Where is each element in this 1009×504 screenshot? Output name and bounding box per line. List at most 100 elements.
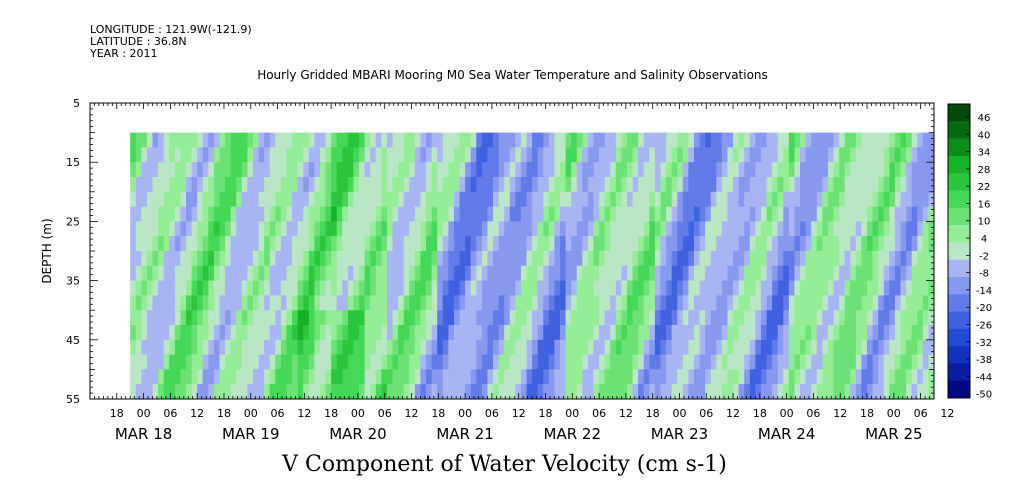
heatmap-cell bbox=[325, 132, 332, 148]
heatmap-cell bbox=[319, 339, 326, 355]
heatmap-cell bbox=[280, 265, 287, 281]
heatmap-cell bbox=[693, 354, 700, 370]
heatmap-cell bbox=[331, 295, 338, 311]
heatmap-cell bbox=[844, 369, 851, 385]
heatmap-cell bbox=[130, 162, 137, 178]
heatmap-cell bbox=[922, 265, 929, 281]
heatmap-cell bbox=[515, 191, 522, 207]
heatmap-cell bbox=[465, 191, 472, 207]
heatmap-cell bbox=[431, 295, 438, 311]
heatmap-cell bbox=[509, 354, 516, 370]
heatmap-cell bbox=[610, 369, 617, 385]
heatmap-cell bbox=[721, 147, 728, 163]
heatmap-cell bbox=[403, 147, 410, 163]
heatmap-cell bbox=[336, 206, 343, 222]
heatmap-cell bbox=[894, 191, 901, 207]
heatmap-cell bbox=[654, 325, 661, 341]
heatmap-cell bbox=[381, 191, 388, 207]
heatmap-cell bbox=[459, 280, 466, 296]
heatmap-cell bbox=[163, 295, 170, 311]
heatmap-cell bbox=[543, 251, 550, 267]
heatmap-cell bbox=[716, 295, 723, 311]
heatmap-cell bbox=[336, 325, 343, 341]
heatmap-cell bbox=[247, 280, 254, 296]
heatmap-cell bbox=[855, 325, 862, 341]
heatmap-cell bbox=[827, 162, 834, 178]
heatmap-cell bbox=[906, 339, 913, 355]
heatmap-cell bbox=[487, 384, 494, 399]
heatmap-cell bbox=[861, 325, 868, 341]
heatmap-cell bbox=[297, 265, 304, 281]
heatmap-cell bbox=[347, 369, 354, 385]
heatmap-cell bbox=[744, 206, 751, 222]
colorbar-label: -2 bbox=[979, 251, 989, 262]
heatmap-cell bbox=[414, 221, 421, 237]
heatmap-cell bbox=[359, 325, 366, 341]
heatmap-cell bbox=[442, 251, 449, 267]
heatmap-cell bbox=[331, 354, 338, 370]
heatmap-cell bbox=[520, 339, 527, 355]
heatmap-cell bbox=[582, 251, 589, 267]
heatmap-cell bbox=[532, 221, 539, 237]
heatmap-cell bbox=[571, 339, 578, 355]
heatmap-cell bbox=[292, 354, 299, 370]
heatmap-cell bbox=[414, 339, 421, 355]
heatmap-cell bbox=[331, 280, 338, 296]
heatmap-cell bbox=[359, 369, 366, 385]
heatmap-cell bbox=[749, 177, 756, 193]
heatmap-cell bbox=[599, 221, 606, 237]
heatmap-cell bbox=[660, 177, 667, 193]
heatmap-cell bbox=[844, 265, 851, 281]
heatmap-cell bbox=[548, 280, 555, 296]
heatmap-cell bbox=[766, 236, 773, 252]
heatmap-cell bbox=[347, 132, 354, 148]
heatmap-cell bbox=[833, 384, 840, 399]
heatmap-cell bbox=[280, 280, 287, 296]
heatmap-cell bbox=[744, 310, 751, 326]
heatmap-cell bbox=[839, 177, 846, 193]
heatmap-cell bbox=[777, 295, 784, 311]
heatmap-cell bbox=[186, 280, 192, 296]
x-date-label: MAR 23 bbox=[651, 425, 708, 443]
heatmap-cell bbox=[839, 295, 846, 311]
heatmap-cell bbox=[504, 221, 511, 237]
heatmap-cell bbox=[470, 251, 477, 267]
heatmap-cell bbox=[805, 191, 812, 207]
heatmap-cell bbox=[453, 162, 460, 178]
heatmap-cell bbox=[465, 147, 472, 163]
heatmap-cell bbox=[163, 162, 170, 178]
heatmap-cell bbox=[225, 339, 232, 355]
heatmap-cell bbox=[364, 339, 371, 355]
heatmap-cell bbox=[654, 354, 661, 370]
heatmap-cell bbox=[772, 191, 779, 207]
heatmap-cell bbox=[202, 265, 209, 281]
heatmap-cell bbox=[197, 295, 204, 311]
heatmap-cell bbox=[146, 162, 153, 178]
heatmap-cell bbox=[738, 369, 745, 385]
heatmap-cell bbox=[883, 265, 890, 281]
heatmap-cell bbox=[314, 221, 321, 237]
heatmap-cell bbox=[922, 295, 929, 311]
heatmap-cell bbox=[392, 295, 399, 311]
heatmap-cell bbox=[381, 280, 388, 296]
heatmap-cell bbox=[922, 236, 929, 252]
heatmap-cell bbox=[593, 339, 600, 355]
heatmap-cell bbox=[827, 221, 834, 237]
heatmap-cell bbox=[342, 295, 349, 311]
heatmap-cell bbox=[459, 295, 466, 311]
heatmap-cell bbox=[398, 384, 405, 399]
heatmap-cell bbox=[197, 354, 204, 370]
heatmap-cell bbox=[649, 236, 656, 252]
heatmap-cell bbox=[705, 310, 712, 326]
heatmap-cell bbox=[928, 147, 934, 163]
heatmap-cell bbox=[180, 162, 187, 178]
heatmap-cell bbox=[766, 339, 773, 355]
colorbar-swatch bbox=[948, 363, 970, 381]
heatmap-cell bbox=[180, 191, 187, 207]
heatmap-cell bbox=[453, 354, 460, 370]
heatmap-cell bbox=[894, 236, 901, 252]
heatmap-cell bbox=[375, 206, 382, 222]
heatmap-cell bbox=[610, 280, 617, 296]
heatmap-cell bbox=[928, 191, 934, 207]
heatmap-cell bbox=[816, 251, 823, 267]
